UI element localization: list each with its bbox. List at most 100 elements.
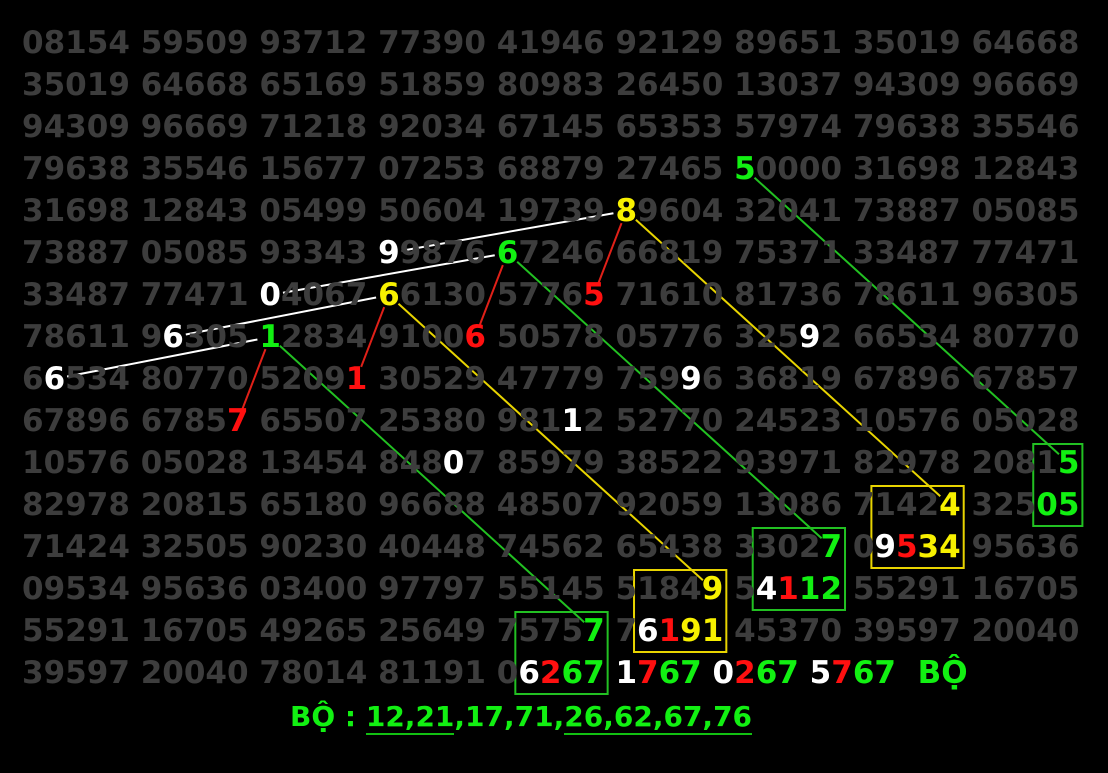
number-group: 78611: [853, 274, 961, 316]
number-group: 05028: [141, 442, 249, 484]
result-line: BỘ : 12,21,17,71,26,62,67,76: [290, 698, 753, 736]
digit: 2: [680, 445, 702, 481]
highlighted-digit: 6: [496, 235, 519, 271]
digit: 5: [539, 487, 562, 523]
number-group: 98112: [497, 400, 605, 442]
number-group: 33487: [22, 274, 130, 316]
digit: 6: [324, 613, 346, 649]
number-group: 77471: [141, 274, 249, 316]
digit: 3: [615, 445, 638, 481]
grid-row: 94309 96669 71218 92034 67145 65353 5797…: [22, 106, 1079, 148]
digit: 8: [183, 193, 206, 229]
digit: 1: [798, 361, 821, 397]
digit: 9: [464, 613, 486, 649]
digit: 6: [259, 487, 281, 523]
digit: 3: [734, 319, 756, 355]
digit: 4: [895, 487, 918, 523]
digit: 5: [86, 25, 109, 61]
digit: 9: [615, 25, 638, 61]
number-group: 67896: [22, 400, 130, 442]
digit: 1: [259, 445, 281, 481]
digit: 1: [140, 613, 163, 649]
digit: 7: [852, 109, 875, 145]
digit: 0: [971, 193, 994, 229]
digit: 4: [302, 445, 325, 481]
digit: 5: [874, 571, 896, 607]
number-group: 91006: [378, 316, 486, 358]
digit: 5: [518, 571, 540, 607]
digit: 5: [701, 151, 724, 187]
highlighted-digit: 5: [1057, 445, 1080, 481]
digit: 3: [140, 529, 163, 565]
digit: [907, 652, 918, 694]
digit: 4: [1036, 151, 1058, 187]
highlighted-digit: 7: [777, 655, 799, 691]
digit: 7: [399, 151, 422, 187]
digit: 0: [518, 319, 540, 355]
digit: 4: [734, 613, 756, 649]
digit: 2: [755, 319, 778, 355]
digit: 8: [496, 445, 519, 481]
number-group: 13086: [734, 484, 842, 526]
digit: 9: [734, 445, 756, 481]
number-group: 08154: [22, 22, 130, 64]
digit: 5: [183, 25, 206, 61]
digit: 7: [259, 109, 281, 145]
number-group: 75757: [497, 610, 605, 652]
digit: 0: [777, 67, 799, 103]
digit: 9: [1057, 67, 1080, 103]
number-group: 94309: [22, 106, 130, 148]
digit: 2: [615, 67, 638, 103]
digit: 1: [755, 277, 778, 313]
grid-row: 66534 80770 52091 30529 47779 75996 3681…: [22, 358, 1079, 400]
digit: 5: [227, 235, 249, 271]
digit: 4: [658, 151, 681, 187]
digit: 5: [637, 361, 659, 397]
digit: 0: [183, 445, 206, 481]
digit: 5: [162, 151, 184, 187]
digit: 0: [205, 529, 227, 565]
digit: 9: [583, 151, 605, 187]
highlighted-digit: 1: [615, 655, 638, 691]
digit: 1: [539, 403, 562, 439]
digit: 6: [701, 319, 724, 355]
digit: 6: [162, 613, 184, 649]
digit: 3: [302, 235, 325, 271]
digit: 6: [140, 67, 163, 103]
digit: 9: [464, 67, 486, 103]
digit: 5: [227, 319, 249, 355]
number-group: 95636: [141, 568, 249, 610]
digit: 6: [399, 277, 422, 313]
number-group: 71610: [615, 274, 723, 316]
digit: 3: [421, 403, 443, 439]
digit: 4: [108, 529, 130, 565]
number-group: 84807: [378, 442, 486, 484]
digit: 0: [1014, 193, 1037, 229]
digit: 9: [701, 235, 724, 271]
digit: 5: [637, 109, 659, 145]
number-group: 16705: [141, 610, 249, 652]
digit: 6: [583, 25, 605, 61]
digit: 1: [917, 277, 940, 313]
highlighted-digit: 6: [162, 319, 184, 355]
highlighted-digit: 0: [259, 277, 281, 313]
digit: 6: [183, 67, 206, 103]
highlighted-digit: 2: [734, 655, 756, 691]
digit: 5: [302, 403, 325, 439]
digit: 0: [421, 109, 443, 145]
digit: 8: [442, 403, 465, 439]
digit: 5: [993, 403, 1015, 439]
digit: 9: [43, 655, 66, 691]
digit: 7: [518, 235, 540, 271]
digit: 1: [259, 151, 281, 187]
digit: 4: [345, 319, 368, 355]
digit: 5: [65, 445, 87, 481]
digit: 1: [939, 277, 961, 313]
number-group: 13037: [734, 64, 842, 106]
digit: 5: [378, 67, 400, 103]
digit: 9: [43, 151, 66, 187]
number-group: 96669: [141, 106, 249, 148]
digit: 6: [302, 151, 325, 187]
number-group: 57765: [497, 274, 605, 316]
digit: 8: [874, 277, 896, 313]
